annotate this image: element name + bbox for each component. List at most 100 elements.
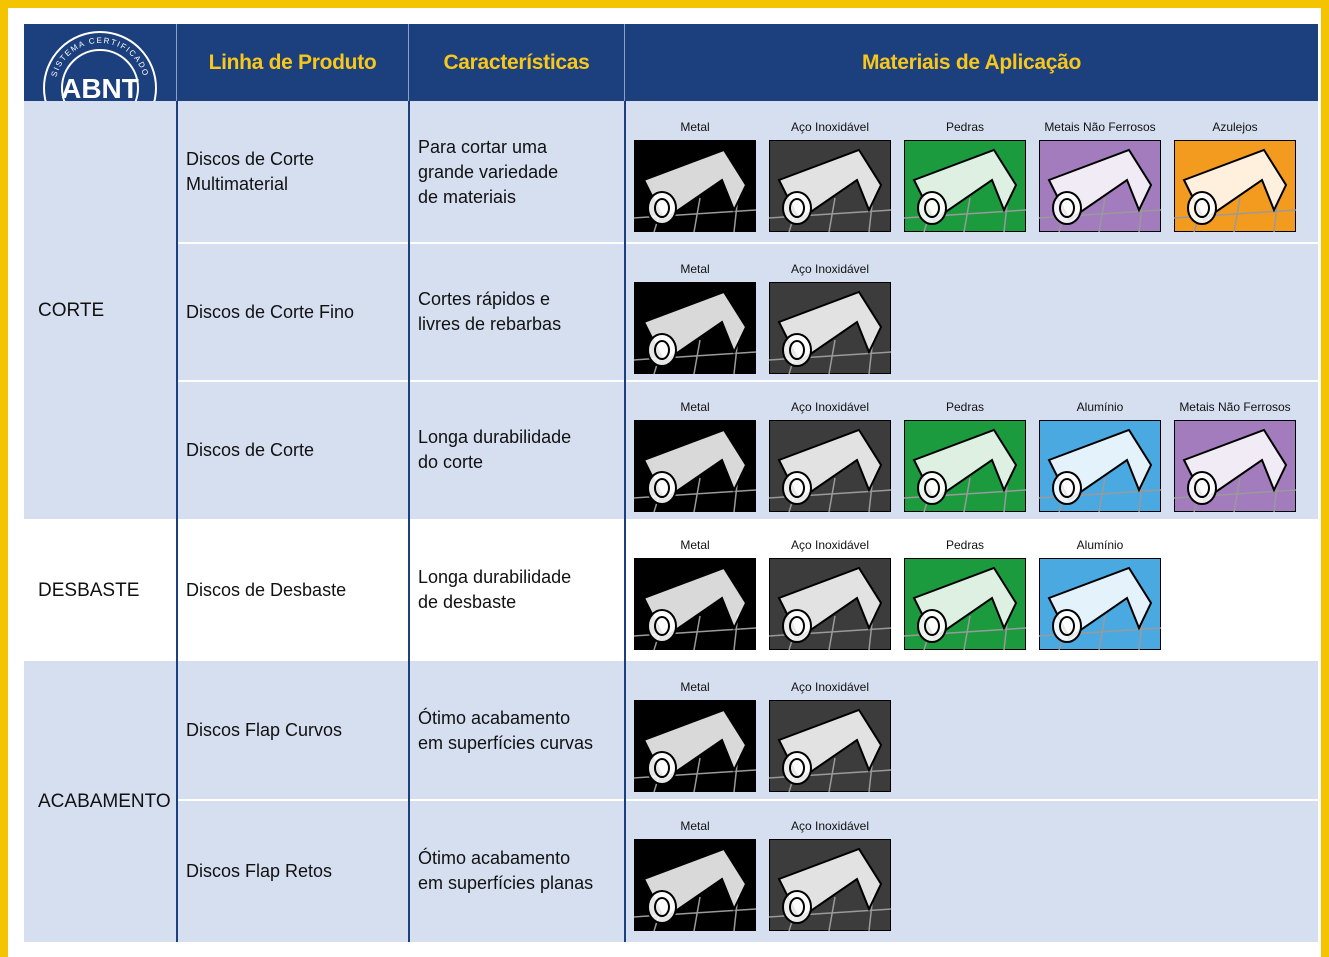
tile-roll <box>1052 471 1082 505</box>
group-name: CORTE <box>38 299 105 321</box>
material-label: Metal <box>680 400 710 414</box>
tile-roll <box>1187 471 1217 505</box>
material-label: Metal <box>680 819 710 833</box>
product-cell: Discos Flap Curvos <box>186 661 404 800</box>
description-line: Longa durabilidade <box>418 427 572 447</box>
tile-roll <box>647 333 677 367</box>
product-line: Discos de Corte <box>186 439 315 460</box>
description-cell: Longa durabilidade do corte <box>418 381 622 519</box>
tile-roll <box>782 333 812 367</box>
material-image <box>769 282 891 374</box>
tile-roll-core <box>654 478 670 498</box>
material-image <box>1174 420 1296 512</box>
description-line: Para cortar uma <box>418 136 548 157</box>
material-label: Aço Inoxidável <box>790 400 870 414</box>
material-label: Azulejos <box>1212 120 1258 134</box>
description-cell: Para cortar uma grande variedade de materi… <box>418 101 622 243</box>
description-cell: Ótimo acabamento em superfícies planas <box>418 800 622 942</box>
material-label: Metal <box>680 680 710 694</box>
description-line: livres de rebarbas <box>418 314 562 334</box>
material-label: Metal <box>680 538 710 552</box>
material-label: Metal <box>680 262 710 276</box>
row-divider <box>176 242 1318 244</box>
material-image <box>1174 140 1296 232</box>
tile-roll-core <box>924 198 940 218</box>
tile-roll-core <box>924 478 940 498</box>
description-cell: Longa durabilidade de desbaste <box>418 519 622 661</box>
material-image <box>904 420 1026 512</box>
material-image <box>634 282 756 374</box>
tile-roll <box>647 609 677 643</box>
product-cell: Discos de Corte Fino <box>186 243 404 381</box>
product-line: Discos de Desbaste <box>186 579 347 600</box>
material-image <box>769 420 891 512</box>
description-cell: Cortes rápidos e livres de rebarbas <box>418 243 622 381</box>
tile-roll <box>917 471 947 505</box>
product-line: Discos de Corte <box>186 149 315 169</box>
column-header: Linha de Produto <box>176 24 408 101</box>
tile-roll-core <box>1059 198 1075 218</box>
material-image <box>634 558 756 650</box>
tile-roll <box>647 191 677 225</box>
material-label: Alumínio <box>1076 400 1124 414</box>
product-line: Discos de Corte Fino <box>186 301 355 322</box>
material-image <box>1039 558 1161 650</box>
tile-roll-core <box>789 340 805 360</box>
column-header: Características <box>408 24 624 101</box>
tile-roll-core <box>924 616 940 636</box>
tile-roll <box>782 191 812 225</box>
material-label: Metal <box>680 120 710 134</box>
material-image <box>904 558 1026 650</box>
material-label: Aço Inoxidável <box>790 680 870 694</box>
description-line: Cortes rápidos e <box>418 289 551 309</box>
column-header: Materiais de Aplicação <box>624 24 1318 101</box>
tile-roll-core <box>789 198 805 218</box>
tile-roll-core <box>789 758 805 778</box>
description-cell: Ótimo acabamento em superfícies curvas <box>418 661 622 800</box>
description-line: em superfícies planas <box>418 873 594 893</box>
tile-roll <box>917 609 947 643</box>
material-label: Aço Inoxidável <box>790 120 870 134</box>
tile-roll <box>647 751 677 785</box>
group-name: ACABAMENTO <box>38 791 171 812</box>
description-line: do corte <box>418 452 484 472</box>
tile-roll-core <box>789 897 805 917</box>
tile-roll <box>1187 191 1217 225</box>
material-image <box>769 839 891 931</box>
header-bar <box>24 24 1318 101</box>
material-image <box>769 140 891 232</box>
description-line: Ótimo acabamento <box>418 707 571 728</box>
product-cell: Discos de Corte <box>186 381 404 519</box>
tile-roll-core <box>789 478 805 498</box>
description-line: Longa durabilidade <box>418 567 572 587</box>
material-label: Metais Não Ferrosos <box>1044 120 1156 134</box>
product-line: Multimaterial <box>186 174 289 194</box>
tile-roll-core <box>1059 478 1075 498</box>
material-label: Aço Inoxidável <box>790 262 870 276</box>
row-divider <box>176 380 1318 382</box>
material-image <box>1039 140 1161 232</box>
material-label: Aço Inoxidável <box>790 819 870 833</box>
material-image <box>769 558 891 650</box>
material-image <box>769 700 891 792</box>
material-image <box>634 700 756 792</box>
material-label: Pedras <box>945 538 985 552</box>
material-label: Aço Inoxidável <box>790 538 870 552</box>
material-image <box>634 140 756 232</box>
tile-roll <box>1052 609 1082 643</box>
product-cell: Discos Flap Retos <box>186 800 404 942</box>
tile-roll-core <box>1194 198 1210 218</box>
logo-mark: ABNT <box>61 73 139 104</box>
tile-roll <box>782 890 812 924</box>
material-image <box>634 420 756 512</box>
material-image <box>904 140 1026 232</box>
tile-roll <box>1052 191 1082 225</box>
material-label: Pedras <box>945 120 985 134</box>
description-line: em superfícies curvas <box>418 732 594 753</box>
material-image <box>1039 420 1161 512</box>
description-line: grande variedade <box>418 161 559 182</box>
product-line: Discos Flap Curvos <box>186 720 343 740</box>
column-rule <box>176 101 178 942</box>
